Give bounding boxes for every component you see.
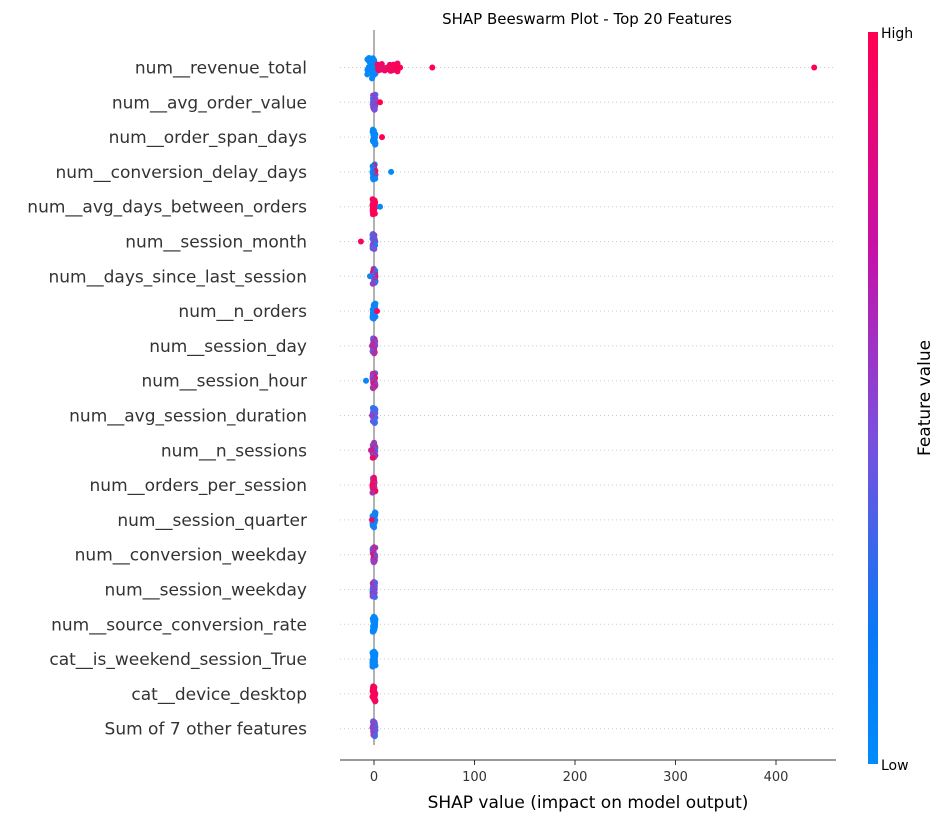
- x-tick-label: 300: [663, 770, 688, 785]
- x-tick-label: 100: [462, 770, 487, 785]
- grid-lines: [340, 67, 836, 730]
- feature-label: num__conversion_delay_days: [56, 163, 308, 183]
- colorbar-title: Feature value: [915, 340, 935, 456]
- shap-point: [369, 516, 375, 523]
- shap-point: [369, 663, 376, 670]
- shap-point: [371, 524, 378, 531]
- beeswarm-points: [357, 55, 818, 740]
- shap-point: [369, 280, 376, 287]
- shap-point: [369, 211, 376, 218]
- feature-label: num__order_span_days: [109, 128, 308, 148]
- feature-label: num__session_day: [149, 337, 307, 357]
- x-axis: 0 100 200 300 400 SHAP value (impact on mode…: [340, 759, 836, 813]
- feature-label: num__avg_order_value: [112, 93, 307, 113]
- shap-point: [369, 489, 376, 496]
- shap-point: [363, 377, 369, 384]
- colorbar-low-label: Low: [881, 758, 909, 774]
- shap-point: [429, 64, 436, 71]
- x-ticks: 0 100 200 300 400: [370, 760, 789, 785]
- shap-point: [369, 454, 376, 461]
- x-tick-label: 400: [764, 770, 789, 785]
- shap-point: [393, 64, 400, 71]
- feature-label: cat__is_weekend_session_True: [49, 650, 307, 670]
- shap-point: [369, 342, 375, 349]
- shap-point: [366, 64, 373, 71]
- colorbar-high-label: High: [881, 26, 913, 42]
- feature-label: Sum of 7 other features: [105, 720, 308, 740]
- feature-label: num__session_hour: [142, 372, 307, 392]
- shap-point: [371, 733, 378, 740]
- shap-point: [372, 141, 379, 148]
- x-axis-label: SHAP value (impact on model output): [428, 793, 749, 813]
- feature-label: num__n_orders: [178, 302, 307, 322]
- shap-point: [388, 168, 395, 175]
- shap-point: [368, 447, 374, 454]
- colorbar-gradient: [868, 32, 878, 764]
- feature-label: num__avg_days_between_orders: [27, 198, 307, 218]
- shap-point: [364, 71, 371, 78]
- x-tick-label: 200: [563, 770, 588, 785]
- shap-point: [374, 308, 380, 315]
- feature-label: cat__device_desktop: [131, 685, 307, 705]
- feature-label: num__source_conversion_rate: [51, 615, 307, 635]
- shap-point: [371, 594, 378, 600]
- feature-label: num__days_since_last_session: [49, 267, 308, 287]
- shap-point: [370, 176, 377, 183]
- shap-point: [369, 412, 375, 419]
- shap-point: [369, 75, 375, 82]
- chart-title: SHAP Beeswarm Plot - Top 20 Features: [442, 10, 732, 28]
- shap-point: [370, 315, 377, 322]
- shap-point: [371, 350, 378, 357]
- feature-label: num__n_sessions: [161, 441, 307, 461]
- shap-point: [364, 56, 371, 63]
- feature-label: num__avg_session_duration: [69, 407, 307, 427]
- feature-label: num__orders_per_session: [90, 476, 307, 496]
- shap-point: [379, 134, 385, 141]
- colorbar: High Low Feature value: [868, 26, 935, 774]
- shap-point: [377, 99, 383, 106]
- feature-label: num__session_quarter: [117, 511, 307, 531]
- shap-point: [370, 385, 377, 392]
- shap-point: [377, 64, 383, 71]
- shap-point: [371, 420, 378, 426]
- shap-point: [372, 698, 379, 705]
- feature-label: num__session_weekday: [105, 581, 307, 601]
- shap-point: [811, 64, 818, 71]
- shap-point: [367, 273, 373, 280]
- feature-labels: num__revenue_total num__avg_order_valuenu…: [27, 59, 307, 740]
- shap-point: [369, 628, 376, 635]
- feature-label: num__conversion_weekday: [75, 546, 307, 566]
- x-tick-label: 0: [370, 770, 378, 785]
- shap-point: [371, 106, 378, 113]
- shap-point: [377, 203, 383, 210]
- shap-point: [384, 64, 391, 71]
- shap-point: [371, 246, 378, 252]
- feature-label: num__revenue_total: [135, 59, 307, 79]
- shap-point: [357, 238, 364, 245]
- feature-label: num__session_month: [125, 233, 307, 253]
- shap-point: [370, 559, 377, 566]
